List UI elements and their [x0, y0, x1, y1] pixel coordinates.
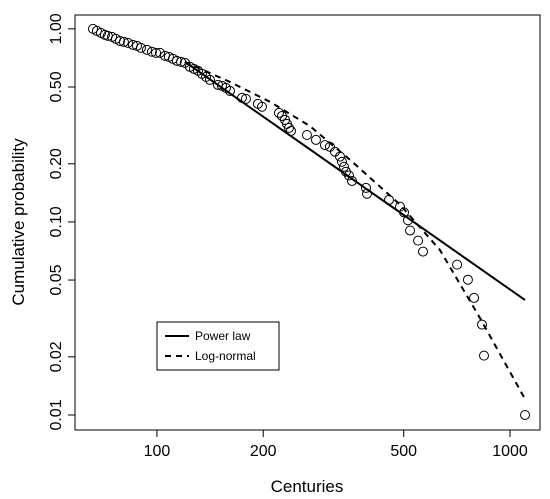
y-tick-label: 0.50 [48, 71, 65, 102]
x-axis-label: Centuries [271, 477, 344, 496]
data-point [135, 42, 146, 53]
y-tick-label: 0.05 [48, 264, 65, 295]
data-point [418, 246, 429, 257]
y-tick-label: 0.01 [48, 399, 65, 430]
data-point [336, 156, 347, 167]
legend-box [156, 321, 280, 371]
data-point [240, 93, 251, 104]
data-point [283, 122, 294, 133]
fit-line [184, 61, 526, 301]
data-point [319, 140, 330, 151]
data-point [151, 47, 162, 58]
y-tick-label: 0.10 [48, 206, 65, 237]
data-point [256, 101, 267, 112]
data-point [123, 37, 134, 48]
data-point [146, 46, 157, 57]
data-point [476, 319, 487, 330]
x-tick-label: 200 [250, 443, 277, 460]
legend-label: Log-normal [195, 349, 256, 363]
x-tick-label: 1000 [492, 443, 528, 460]
data-point [360, 182, 371, 193]
data-point [115, 35, 126, 46]
y-tick-label: 1.00 [48, 13, 65, 44]
y-axis-label: Cumulative probability [9, 138, 28, 306]
data-point [301, 130, 312, 141]
data-point [154, 47, 165, 58]
data-point [141, 44, 152, 55]
data-point [310, 134, 321, 145]
y-tick-label: 0.02 [48, 341, 65, 372]
plot-frame [74, 14, 541, 431]
data-point [343, 170, 354, 181]
legend-label: Power law [195, 329, 251, 343]
data-point [338, 161, 349, 172]
data-point [479, 350, 490, 361]
data-point [171, 55, 182, 66]
data-point [405, 225, 416, 236]
y-tick-label: 0.20 [48, 148, 65, 179]
data-point [413, 235, 424, 246]
legend: Power law Log-normal [156, 321, 280, 371]
x-tick-label: 500 [390, 443, 417, 460]
data-point [462, 274, 473, 285]
data-point [118, 36, 129, 47]
data-point [469, 292, 480, 303]
data-point [273, 107, 284, 118]
data-point [520, 409, 531, 420]
data-point [204, 74, 215, 85]
data-point [334, 151, 345, 162]
data-point [452, 259, 463, 270]
x-tick-label: 100 [144, 443, 171, 460]
